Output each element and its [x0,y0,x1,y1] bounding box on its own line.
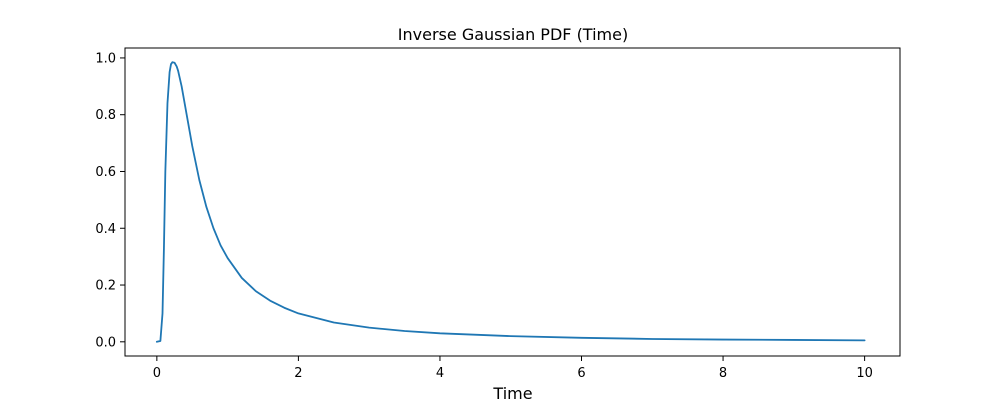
y-tick-label: 0.4 [95,222,116,237]
x-axis: 0 2 4 6 8 10 [153,356,873,381]
series-line [155,61,866,343]
y-axis: 0.0 0.2 0.4 0.6 0.8 1.0 [95,51,125,350]
y-tick-label: 1.0 [95,51,116,66]
x-tick-label: 2 [294,366,302,381]
x-tick-label: 10 [856,366,873,381]
y-tick-label: 0.2 [95,279,116,294]
y-tick-label: 0.6 [95,165,116,180]
x-tick-label: 8 [719,366,727,381]
x-tick-label: 0 [153,366,161,381]
chart-title: Inverse Gaussian PDF (Time) [398,25,628,44]
x-tick-label: 6 [577,366,585,381]
x-axis-label: Time [492,384,532,400]
y-tick-label: 0.0 [95,335,116,350]
plot-area [124,47,901,357]
x-tick-label: 4 [436,366,444,381]
y-tick-label: 0.8 [95,108,116,123]
